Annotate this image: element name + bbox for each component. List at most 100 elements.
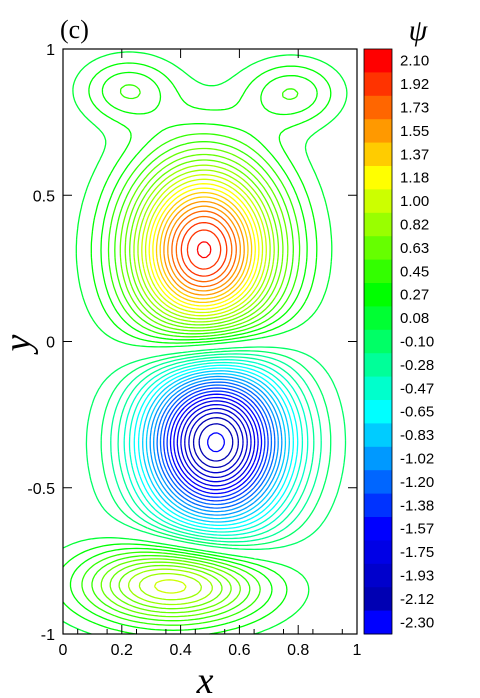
x-tick-label: 0.2 xyxy=(111,642,133,659)
contour-line xyxy=(207,432,225,453)
colorbar-level-label: 1.92 xyxy=(400,76,429,93)
colorbar-swatch xyxy=(364,142,392,167)
contour-line xyxy=(175,215,233,283)
contour-line xyxy=(81,84,301,626)
contour-line xyxy=(149,375,283,516)
colorbar-level-label: -1.20 xyxy=(400,474,434,491)
x-tick-label: 0.4 xyxy=(169,642,191,659)
colorbar-swatch xyxy=(364,49,392,73)
colorbar-swatch xyxy=(364,446,392,471)
contour-line xyxy=(153,378,279,513)
colorbar-swatch xyxy=(364,119,392,144)
colorbar-swatch xyxy=(364,517,392,541)
colorbar-swatch xyxy=(364,329,392,354)
contour-line xyxy=(100,350,332,547)
colorbar-level-label: -1.38 xyxy=(400,497,434,514)
contour-line xyxy=(137,367,294,527)
contour-line xyxy=(176,400,256,487)
contour-line xyxy=(137,169,271,601)
colorbar-swatch xyxy=(364,72,392,97)
colorbar-swatch xyxy=(364,563,392,588)
contour-line xyxy=(144,178,264,314)
contour-line xyxy=(169,393,263,495)
colorbar-level-label: -1.93 xyxy=(400,568,434,585)
contour-line xyxy=(152,187,256,307)
contour-line xyxy=(198,423,234,462)
contour-line xyxy=(156,381,276,509)
colorbar-swatch xyxy=(364,283,392,307)
contour-line xyxy=(188,412,244,474)
x-axis-label: x xyxy=(196,660,214,698)
contour-line xyxy=(123,359,309,536)
contour-line xyxy=(109,153,284,614)
contour-line xyxy=(133,364,299,530)
contour-line xyxy=(184,407,248,479)
contour-line xyxy=(163,387,269,502)
contour-line xyxy=(62,51,348,635)
contour-line xyxy=(145,372,287,520)
colorbar-frame xyxy=(363,48,393,635)
contour-line xyxy=(171,210,237,288)
colorbar-level-label: -0.47 xyxy=(400,380,434,397)
colorbar-swatch xyxy=(364,306,392,331)
colorbar-level-label: -1.75 xyxy=(400,544,434,561)
colorbar-level-label: 1.00 xyxy=(400,193,429,210)
colorbar-swatch xyxy=(364,212,392,237)
y-axis-label: y xyxy=(0,334,39,355)
colorbar-level-label: -0.10 xyxy=(400,334,434,351)
x-tick-label: 0 xyxy=(59,642,68,659)
colorbar-level-label: 1.73 xyxy=(400,100,429,117)
colorbar-swatch xyxy=(364,236,392,261)
colorbar-level-label: 0.45 xyxy=(400,263,429,280)
colorbar-swatch xyxy=(364,587,392,612)
contour-line xyxy=(62,62,332,635)
colorbar-swatch xyxy=(364,189,392,214)
contour-line xyxy=(127,164,275,606)
colorbar-level-label: 0.27 xyxy=(400,287,429,304)
y-tick-label: -0.5 xyxy=(27,481,55,498)
colorbar-swatch xyxy=(364,166,392,190)
colorbar-level-label: 0.08 xyxy=(400,310,429,327)
contour-line xyxy=(100,147,289,618)
contour-line xyxy=(159,384,273,506)
colorbar-swatch xyxy=(364,259,392,284)
colorbar-swatch xyxy=(364,540,392,565)
colorbar-level-label: -0.83 xyxy=(400,427,434,444)
contour-line xyxy=(155,191,253,304)
contour-line xyxy=(186,229,222,270)
y-tick-label: 1 xyxy=(46,42,55,59)
contour-line xyxy=(85,346,347,551)
colorbar-level-label: -1.02 xyxy=(400,451,434,468)
colorbar-swatch xyxy=(364,400,392,424)
colorbar-level-label: 1.37 xyxy=(400,146,429,163)
colorbar-level-label: -1.57 xyxy=(400,521,434,538)
colorbar-level-label: -2.12 xyxy=(400,591,434,608)
colorbar-level-label: -0.28 xyxy=(400,357,434,374)
colorbar-level-label: 2.10 xyxy=(400,53,429,70)
contour-line xyxy=(148,183,260,310)
colorbar-level-label: 0.63 xyxy=(400,240,429,257)
contour-line xyxy=(166,390,266,498)
y-axis-ticks: 1 0.5 0 -0.5 -1 xyxy=(27,42,357,644)
colorbar-swatch xyxy=(364,353,392,378)
colorbar-level-label: 1.18 xyxy=(400,170,429,187)
contour-line xyxy=(167,205,241,292)
contour-line xyxy=(141,174,267,594)
contour-line xyxy=(91,141,294,622)
y-tick-label: -1 xyxy=(41,627,55,644)
y-tick-label: 0 xyxy=(46,335,55,352)
contour-lines xyxy=(62,51,348,635)
x-tick-label: 1 xyxy=(353,642,362,659)
colorbar-title: ψ xyxy=(409,14,429,47)
colorbar-swatch xyxy=(364,423,392,448)
contour-line xyxy=(163,200,245,296)
colorbar: 2.10 1.92 1.73 1.55 1.37 1.18 1.00 0.82 0.63 0.45… xyxy=(363,48,434,635)
x-tick-label: 0.6 xyxy=(228,642,250,659)
x-tick-label: 0.8 xyxy=(287,642,309,659)
contour-line xyxy=(69,71,318,631)
contour-line xyxy=(180,221,228,277)
panel-label: (c) xyxy=(60,15,89,44)
contour-line xyxy=(110,353,322,543)
contour-line xyxy=(196,241,212,259)
